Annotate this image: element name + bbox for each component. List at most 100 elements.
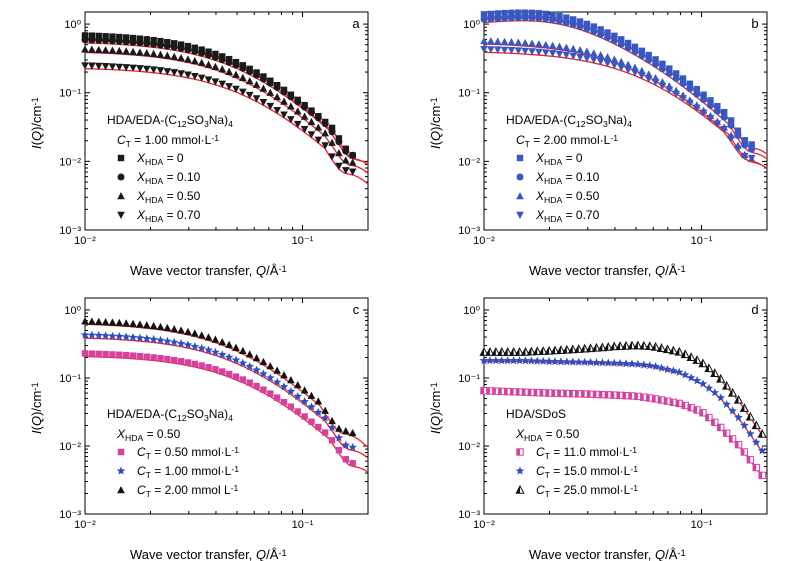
data-point	[665, 86, 674, 94]
data-point	[88, 32, 96, 39]
data-point	[713, 120, 722, 128]
data-point	[479, 347, 489, 356]
data-point	[617, 64, 626, 72]
data-point	[704, 363, 714, 373]
data-point	[699, 109, 708, 117]
data-point	[232, 373, 240, 380]
data-point	[497, 356, 506, 365]
data-point	[156, 41, 164, 49]
data-point	[734, 145, 742, 153]
data-point	[142, 321, 151, 329]
panel-letter: a	[352, 16, 360, 31]
data-point	[129, 352, 137, 359]
data-point	[266, 102, 275, 111]
y-tick-label: 10⁻¹	[59, 88, 81, 100]
data-point	[239, 73, 247, 81]
data-point	[95, 32, 102, 40]
data-point	[266, 362, 275, 370]
data-point	[245, 77, 254, 85]
data-point	[115, 318, 124, 327]
data-point	[542, 15, 550, 23]
legend-subtitle: XHDA = 0.50	[116, 427, 181, 443]
data-point	[341, 167, 350, 175]
fit-curve	[84, 323, 369, 448]
panel-letter: c	[353, 302, 360, 317]
data-point	[204, 60, 213, 68]
legend-marker	[117, 173, 125, 181]
data-point	[480, 11, 488, 18]
data-point	[143, 36, 150, 43]
data-point	[615, 341, 625, 350]
data-point	[679, 75, 687, 82]
data-point	[287, 403, 295, 410]
data-point	[129, 64, 137, 72]
data-point	[535, 40, 543, 48]
legend-title: HDA/SDoS	[506, 407, 566, 421]
data-point	[521, 14, 529, 22]
data-point	[686, 99, 694, 107]
legend-title: HDA/EDA-(C12SO3Na)4	[506, 113, 632, 129]
data-point	[163, 68, 172, 76]
data-point	[621, 359, 631, 368]
legend-marker	[116, 466, 126, 475]
data-point	[280, 97, 288, 105]
data-point	[714, 102, 721, 110]
data-point	[184, 46, 192, 54]
data-point	[734, 132, 742, 140]
series-2	[479, 356, 767, 455]
data-point	[480, 15, 488, 23]
data-point	[480, 45, 488, 54]
data-point	[618, 36, 625, 43]
data-point	[307, 108, 315, 116]
data-point	[521, 356, 530, 365]
data-point	[342, 456, 349, 463]
data-point	[651, 362, 660, 371]
x-tick-label: 10⁻¹	[292, 519, 314, 531]
data-point	[239, 346, 247, 355]
data-point	[348, 168, 357, 176]
data-point	[544, 356, 554, 366]
data-point	[576, 23, 584, 31]
data-point	[224, 352, 234, 361]
data-point	[493, 37, 502, 45]
legend: HDA/SDoS XHDA = 0.50 CT = 11.0 mmol·L-1 CT …	[506, 407, 638, 499]
data-point	[320, 413, 330, 422]
data-point	[177, 44, 185, 52]
data-point	[88, 45, 96, 53]
data-point	[184, 71, 192, 79]
legend-entry: XHDA = 0.50	[535, 189, 600, 205]
data-point	[232, 343, 240, 351]
data-point	[675, 367, 684, 376]
data-point	[198, 46, 205, 53]
data-point	[122, 47, 130, 55]
data-point	[604, 29, 611, 36]
data-point	[341, 440, 351, 449]
data-point	[293, 381, 302, 389]
series-3	[81, 45, 369, 174]
data-point	[81, 32, 89, 39]
data-point	[507, 38, 516, 46]
series-1	[480, 387, 766, 480]
legend-entry: XHDA = 0	[136, 151, 184, 167]
data-point	[609, 341, 619, 351]
legend-subtitle: CT = 1.00 mmol·L-1	[117, 133, 219, 149]
data-point	[136, 48, 144, 56]
data-point	[710, 368, 720, 377]
data-point	[722, 380, 732, 390]
data-point	[500, 37, 509, 45]
data-point	[314, 123, 323, 131]
data-point	[574, 357, 583, 366]
data-point	[232, 85, 240, 93]
data-point	[348, 158, 357, 166]
data-point	[757, 428, 767, 438]
y-tick-label: 10⁻³	[458, 509, 480, 521]
plot-frame	[84, 297, 369, 515]
data-point	[487, 46, 495, 54]
data-point	[700, 96, 708, 104]
data-point	[555, 42, 564, 50]
legend-entry: XHDA = 0.70	[136, 208, 201, 224]
data-point	[170, 43, 178, 51]
